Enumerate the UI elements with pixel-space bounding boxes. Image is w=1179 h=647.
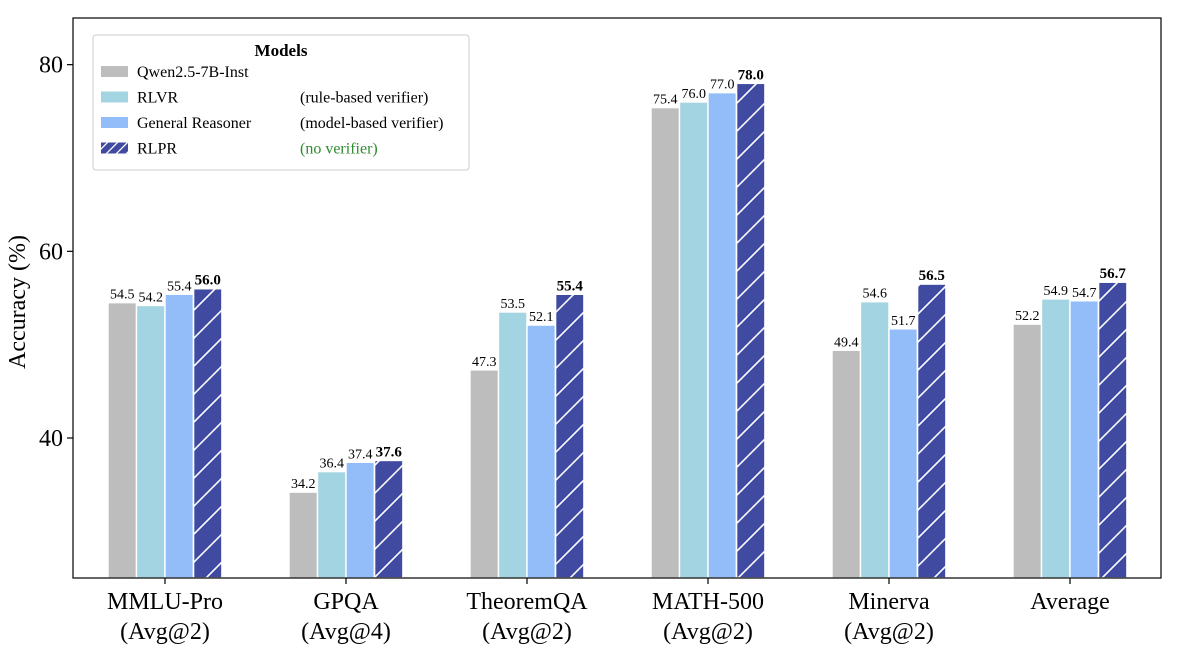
bar-value-label: 54.7	[1072, 286, 1097, 301]
x-tick-label: (Avg@2)	[482, 619, 572, 645]
legend-note: (no verifier)	[300, 141, 378, 158]
x-tick-label: (Avg@2)	[663, 619, 753, 645]
bar-value-label: 55.4	[167, 279, 192, 294]
bar-value-label: 54.2	[139, 290, 164, 305]
x-tick-label: (Avg@4)	[301, 619, 391, 645]
bar-general-reasoner	[888, 328, 919, 579]
legend-swatch	[101, 91, 128, 103]
bar-value-label: 56.0	[195, 273, 221, 289]
legend-swatch	[101, 117, 128, 128]
bar-qwen2-5-7b-inst	[107, 301, 138, 579]
bar-qwen2-5-7b-inst	[831, 349, 862, 579]
legend-items: Qwen2.5-7B-Inst RLVR (rule-based verifier)…	[101, 64, 443, 158]
bar-value-label: 51.7	[891, 314, 916, 329]
legend-box	[92, 34, 470, 171]
x-tick-label: (Avg@2)	[844, 619, 934, 645]
bar-value-label: 53.5	[501, 297, 526, 312]
bar-rlvr	[316, 470, 347, 579]
y-tick-label: 80	[39, 53, 63, 79]
legend-label: RLPR	[137, 141, 177, 158]
bar-value-label: 56.5	[919, 268, 945, 284]
bar-value-label: 36.4	[320, 457, 345, 472]
bar-general-reasoner	[526, 324, 557, 579]
x-tick-label: (Avg@2)	[120, 619, 210, 645]
bar-hatch-overlay	[916, 283, 947, 579]
bar-value-label: 75.4	[653, 93, 678, 108]
legend-note: (model-based verifier)	[300, 115, 443, 132]
bar-rlvr	[497, 311, 528, 579]
y-axis-ticks: 40 60 80	[39, 53, 73, 452]
legend-swatch-hatch	[101, 142, 128, 154]
bar-value-label: 37.4	[348, 447, 373, 462]
bar-qwen2-5-7b-inst	[1012, 323, 1043, 579]
bar-rlvr	[678, 101, 709, 579]
legend-swatch	[101, 66, 128, 77]
bar-value-label: 77.0	[710, 78, 735, 93]
bar-value-label: 54.9	[1044, 284, 1069, 299]
legend-label: RLVR	[137, 90, 179, 107]
y-tick-label: 40	[39, 426, 63, 452]
bar-value-label: 76.0	[682, 87, 707, 102]
bar-value-label: 54.6	[863, 287, 888, 302]
bar-rlvr	[859, 301, 890, 579]
value-labels: 54.5 34.2 47.3 75.4 49.4 52.2 54.2 36.4 53.5 76.0…	[110, 67, 1126, 492]
x-tick-label: Minerva	[848, 589, 930, 615]
bar-value-label: 47.3	[472, 355, 497, 370]
bar-general-reasoner	[164, 293, 195, 579]
bar-value-label: 55.4	[557, 278, 584, 294]
bar-value-label: 34.2	[291, 477, 316, 492]
bar-value-label: 56.7	[1100, 266, 1127, 282]
legend-title: Models	[255, 41, 308, 60]
legend-label: Qwen2.5-7B-Inst	[137, 64, 249, 81]
x-tick-label: Average	[1030, 589, 1110, 615]
bar-general-reasoner	[1069, 300, 1100, 579]
bar-hatch-overlay	[735, 82, 766, 579]
bar-general-reasoner	[345, 461, 376, 579]
legend-label: General Reasoner	[137, 115, 252, 132]
plot-frame	[72, 17, 1162, 579]
bar-qwen2-5-7b-inst	[469, 369, 500, 579]
bar-value-label: 49.4	[834, 335, 859, 350]
y-axis-label: Accuracy (%)	[5, 235, 31, 369]
bar-rlvr	[135, 304, 166, 579]
x-tick-label: MATH-500	[652, 589, 764, 615]
y-tick-label: 60	[39, 239, 63, 265]
bar-hatch-overlay	[373, 459, 404, 579]
bar-series	[107, 82, 1128, 579]
x-tick-label: GPQA	[313, 589, 379, 615]
bar-qwen2-5-7b-inst	[650, 106, 681, 579]
bar-value-label: 37.6	[376, 444, 403, 460]
bar-general-reasoner	[707, 91, 738, 579]
x-tick-label: TheoremQA	[466, 589, 588, 615]
legend-note: (rule-based verifier)	[300, 90, 428, 107]
bar-hatch-overlay	[192, 287, 223, 579]
bar-value-label: 52.1	[529, 310, 554, 325]
bar-value-label: 78.0	[738, 67, 764, 83]
bar-qwen2-5-7b-inst	[288, 491, 319, 579]
bar-value-label: 52.2	[1015, 309, 1040, 324]
x-tick-label: MMLU-Pro	[107, 589, 223, 615]
x-axis-ticks: MMLU-Pro (Avg@2) GPQA (Avg@4) TheoremQA (Avg@…	[107, 578, 1110, 645]
bar-hatch-overlay	[1097, 281, 1128, 579]
legend: Models Qwen2.5-7B-Inst RLVR (rule-based ve…	[92, 34, 470, 171]
bar-value-label: 54.5	[110, 288, 135, 303]
bar-hatch-overlay	[554, 293, 585, 579]
bar-rlvr	[1040, 298, 1071, 579]
